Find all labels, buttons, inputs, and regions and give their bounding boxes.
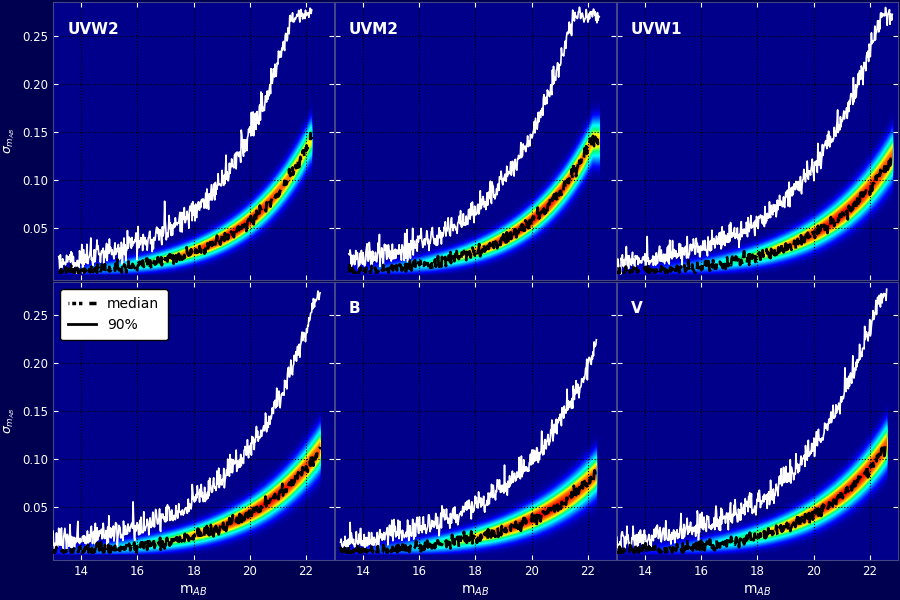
X-axis label: m$_{AB}$: m$_{AB}$: [179, 584, 208, 598]
X-axis label: m$_{AB}$: m$_{AB}$: [462, 584, 490, 598]
Text: UVW2: UVW2: [68, 22, 119, 37]
Text: UVM2: UVM2: [349, 22, 399, 37]
X-axis label: m$_{AB}$: m$_{AB}$: [743, 584, 771, 598]
Text: U: U: [68, 301, 79, 316]
Text: UVW1: UVW1: [631, 22, 682, 37]
Text: B: B: [349, 301, 361, 316]
Y-axis label: $\sigma_{m_{AB}}$: $\sigma_{m_{AB}}$: [2, 408, 17, 434]
Y-axis label: $\sigma_{m_{AB}}$: $\sigma_{m_{AB}}$: [2, 128, 17, 154]
Text: V: V: [631, 301, 643, 316]
Legend: median, 90%: median, 90%: [60, 289, 167, 340]
